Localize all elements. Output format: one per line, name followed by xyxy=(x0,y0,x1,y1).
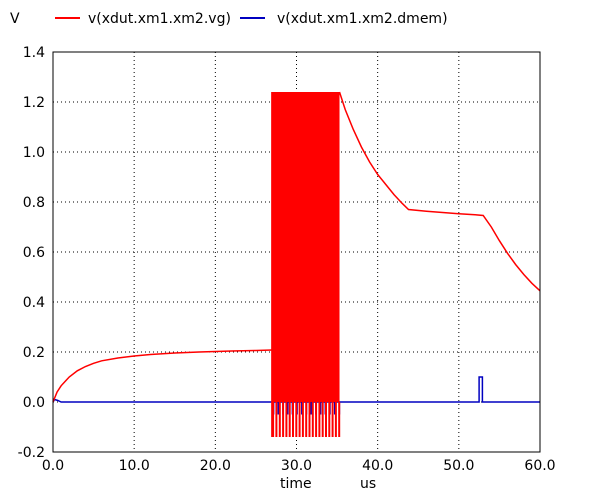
y-tick-label: 1.4 xyxy=(23,45,45,61)
series-line xyxy=(53,350,272,402)
y-tick-label: 0.0 xyxy=(23,395,45,411)
y-tick-labels: -0.2 0.0 0.2 0.4 0.6 0.8 1.0 1.2 1.4 xyxy=(18,45,45,461)
series-line xyxy=(340,92,541,291)
x-axis-unit: us xyxy=(360,476,376,492)
oscillation-band xyxy=(272,92,339,402)
legend-label-dmem: v(xdut.xm1.xm2.dmem) xyxy=(277,11,448,27)
x-axis-label: time xyxy=(280,476,312,492)
y-tick-label: -0.2 xyxy=(18,445,45,461)
series-line xyxy=(340,377,541,402)
y-unit-label: V xyxy=(10,11,20,27)
y-tick-label: 1.0 xyxy=(23,145,45,161)
x-tick-label: 30.0 xyxy=(281,458,312,474)
series-line xyxy=(53,400,272,403)
x-tick-label: 0.0 xyxy=(42,458,64,474)
legend-label-vg: v(xdut.xm1.xm2.vg) xyxy=(88,11,231,27)
x-tick-label: 10.0 xyxy=(119,458,150,474)
y-tick-label: 0.8 xyxy=(23,195,45,211)
oscillation-spikes xyxy=(273,402,339,437)
y-tick-label: 1.2 xyxy=(23,95,45,111)
x-tick-label: 60.0 xyxy=(524,458,555,474)
series-0 xyxy=(53,92,540,437)
x-tick-labels: 0.0 10.0 20.0 30.0 40.0 50.0 60.0 xyxy=(42,458,556,474)
legend: V v(xdut.xm1.xm2.vg) v(xdut.xm1.xm2.dmem… xyxy=(10,11,448,27)
x-tick-label: 40.0 xyxy=(362,458,393,474)
y-tick-label: 0.4 xyxy=(23,295,45,311)
x-tick-label: 50.0 xyxy=(443,458,474,474)
x-tick-label: 20.0 xyxy=(200,458,231,474)
series-layer xyxy=(53,92,540,437)
y-tick-label: 0.6 xyxy=(23,245,45,261)
y-tick-label: 0.2 xyxy=(23,345,45,361)
